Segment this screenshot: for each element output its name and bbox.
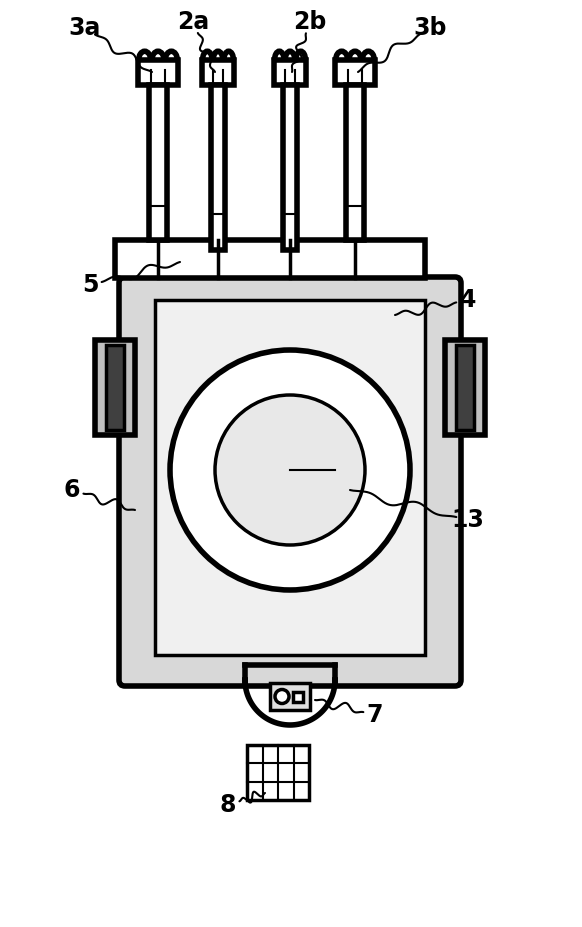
Bar [155,300,425,655]
Bar [106,345,124,430]
Bar [95,340,135,435]
Bar [115,240,425,278]
Text: 13: 13 [452,508,484,532]
Bar [346,85,364,240]
Text: 3b: 3b [413,16,447,40]
Text: 6: 6 [64,478,80,502]
Bar [138,60,178,85]
Bar [211,85,225,250]
Bar [149,85,167,240]
Bar [335,60,375,85]
Bar [456,345,474,430]
Bar [202,60,234,85]
Text: 2b: 2b [293,10,327,34]
Bar [445,340,485,435]
Circle shape [215,395,365,545]
Text: 4: 4 [460,288,476,312]
Bar [283,85,297,250]
Bar [247,745,309,800]
Circle shape [275,690,289,704]
Circle shape [170,350,410,590]
Bar [293,692,303,702]
FancyBboxPatch shape [119,277,461,686]
Bar [274,60,306,85]
Text: 8: 8 [220,793,236,817]
Text: 2a: 2a [177,10,209,34]
Bar [270,683,310,710]
Text: 7: 7 [367,703,384,727]
Text: 5: 5 [81,273,98,297]
Text: 3a: 3a [69,16,101,40]
